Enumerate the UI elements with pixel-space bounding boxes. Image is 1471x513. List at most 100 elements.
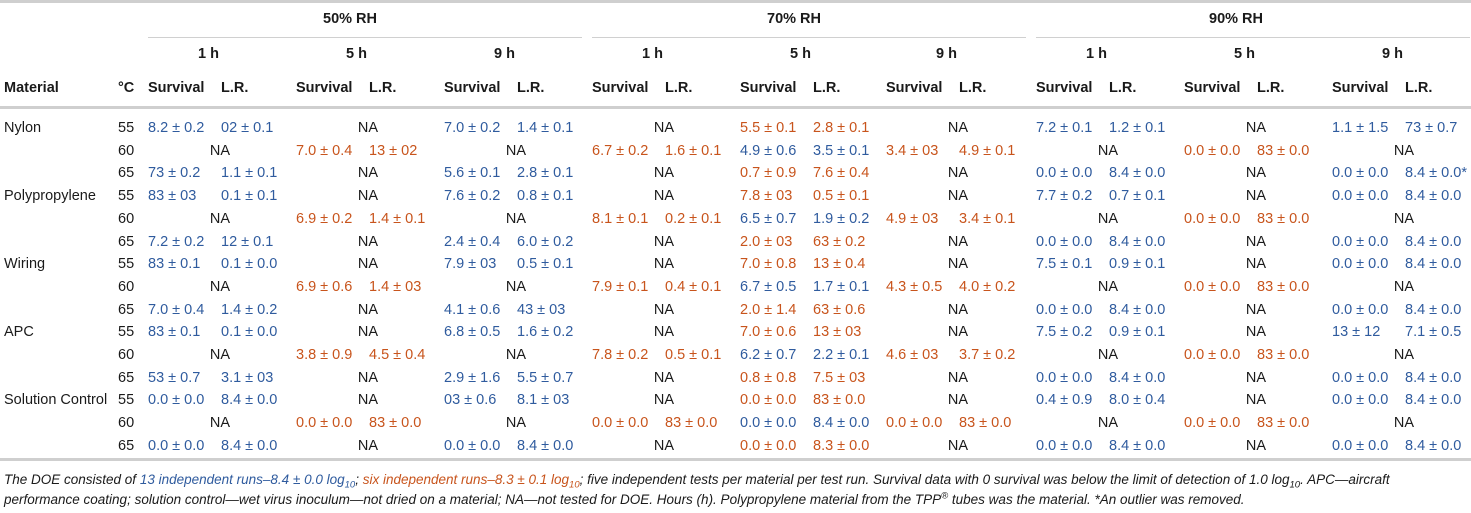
survival-value: 0.0 ± 0.0 xyxy=(740,392,797,409)
na-cell: NA xyxy=(357,301,379,318)
lr-value: 2.2 ± 0.1 xyxy=(813,347,870,363)
na-cell: NA xyxy=(653,165,675,182)
survival-value: 7.9 ± 0.1 xyxy=(592,278,649,295)
lr-value: 8.4 ± 0.0 xyxy=(1405,256,1462,273)
lr-value: 8.4 ± 0.0 xyxy=(221,437,278,454)
survival-value: 53 ± 0.7 xyxy=(148,369,201,386)
survival-value: 0.0 ± 0.0 xyxy=(1184,278,1241,295)
lr-value: 0.7 ± 0.1 xyxy=(1109,188,1166,205)
survival-value: 3.8 ± 0.9 xyxy=(296,347,353,363)
survival-header: Survival xyxy=(1184,80,1241,96)
survival-value: 3.4 ± 03 xyxy=(886,142,939,159)
na-cell: NA xyxy=(653,233,675,250)
na-cell: NA xyxy=(209,142,231,159)
na-cell: NA xyxy=(947,233,969,250)
material-label: Wiring xyxy=(4,256,46,273)
survival-header: Survival xyxy=(1036,80,1093,96)
survival-value: 0.0 ± 0.0 xyxy=(1332,188,1389,205)
lr-value: 63 ± 0.2 xyxy=(813,233,866,250)
survival-value: 0.0 ± 0.0 xyxy=(148,437,205,454)
rh-header-70: 70% RH xyxy=(767,11,821,27)
survival-value: 6.2 ± 0.7 xyxy=(740,347,797,363)
survival-value: 0.0 ± 0.0 xyxy=(1332,392,1389,409)
lr-value: 1.9 ± 0.2 xyxy=(813,210,870,227)
lr-header: L.R. xyxy=(221,80,249,96)
survival-value: 0.0 ± 0.0 xyxy=(1332,437,1389,454)
lr-value: 83 ± 0.0 xyxy=(1257,278,1310,295)
temperature-value: 55 xyxy=(118,392,135,409)
survival-value: 4.9 ± 03 xyxy=(886,210,939,227)
rh-underline-90 xyxy=(1036,37,1470,38)
survival-value: 7.0 ± 0.6 xyxy=(740,324,797,341)
temperature-header: °C xyxy=(118,80,135,96)
survival-value: 73 ± 0.2 xyxy=(148,165,201,182)
lr-value: 8.3 ± 0.0 xyxy=(813,437,870,454)
lr-value: 2.8 ± 0.1 xyxy=(517,165,574,182)
lr-value: 12 ± 0.1 xyxy=(221,233,274,250)
survival-value: 0.0 ± 0.0 xyxy=(1184,347,1241,363)
lr-value: 0.2 ± 0.1 xyxy=(665,210,722,227)
bottom-rule xyxy=(0,458,1471,461)
survival-header: Survival xyxy=(740,80,797,96)
survival-value: 0.0 ± 0.0 xyxy=(1332,256,1389,273)
lr-value: 1.2 ± 0.1 xyxy=(1109,120,1166,136)
survival-value: 7.0 ± 0.4 xyxy=(296,142,353,159)
survival-value: 6.9 ± 0.6 xyxy=(296,278,353,295)
survival-value: 8.2 ± 0.2 xyxy=(148,120,205,136)
lr-value: 8.4 ± 0.0 xyxy=(517,437,574,454)
survival-value: 0.0 ± 0.0 xyxy=(444,437,501,454)
temperature-value: 60 xyxy=(118,278,135,295)
header-rule xyxy=(0,106,1471,109)
survival-value: 4.3 ± 0.5 xyxy=(886,278,943,295)
lr-value: 0.9 ± 0.1 xyxy=(1109,324,1166,341)
lr-value: 0.5 ± 0.1 xyxy=(665,347,722,363)
survival-value: 8.1 ± 0.1 xyxy=(592,210,649,227)
survival-value: 7.0 ± 0.8 xyxy=(740,256,797,273)
lr-value: 83 ± 0.0 xyxy=(959,415,1012,432)
na-cell: NA xyxy=(357,392,379,409)
na-cell: NA xyxy=(209,278,231,295)
na-cell: NA xyxy=(1245,120,1267,136)
lr-value: 8.4 ± 0.0 xyxy=(1405,233,1462,250)
survival-value: 6.8 ± 0.5 xyxy=(444,324,501,341)
hour-header: 1 h xyxy=(1086,46,1107,62)
survival-value: 83 ± 0.1 xyxy=(148,324,201,341)
lr-value: 1.4 ± 03 xyxy=(369,278,422,295)
hour-header: 9 h xyxy=(936,46,957,62)
lr-value: 3.1 ± 03 xyxy=(221,369,274,386)
survival-value: 0.0 ± 0.0 xyxy=(1036,369,1093,386)
lr-value: 4.5 ± 0.4 xyxy=(369,347,426,363)
survival-header: Survival xyxy=(592,80,649,96)
temperature-value: 60 xyxy=(118,210,135,227)
footnote-text: The DOE consisted of xyxy=(4,472,140,487)
temperature-value: 65 xyxy=(118,301,135,318)
lr-value: 0.5 ± 0.1 xyxy=(517,256,574,273)
survival-value: 0.0 ± 0.0 xyxy=(1332,369,1389,386)
lr-value: 0.4 ± 0.1 xyxy=(665,278,722,295)
hour-header: 5 h xyxy=(346,46,367,62)
footnote: The DOE consisted of 13 independent runs… xyxy=(4,472,1390,507)
na-cell: NA xyxy=(1245,233,1267,250)
rh-underline-70 xyxy=(592,37,1026,38)
survival-value: 0.8 ± 0.8 xyxy=(740,369,797,386)
lr-value: 5.5 ± 0.7 xyxy=(517,369,574,386)
lr-value: 83 ± 0.0 xyxy=(369,415,422,432)
survival-value: 2.9 ± 1.6 xyxy=(444,369,501,386)
lr-value: 73 ± 0.7 xyxy=(1405,120,1458,136)
survival-header: Survival xyxy=(1332,80,1389,96)
survival-value: 2.4 ± 0.4 xyxy=(444,233,501,250)
lr-value: 8.4 ± 0.0 xyxy=(1109,437,1166,454)
na-cell: NA xyxy=(1245,369,1267,386)
survival-value: 7.8 ± 0.2 xyxy=(592,347,649,363)
survival-value: 0.7 ± 0.9 xyxy=(740,165,797,182)
survival-header: Survival xyxy=(886,80,943,96)
na-cell: NA xyxy=(357,188,379,205)
survival-value: 0.0 ± 0.0 xyxy=(1184,142,1241,159)
lr-value: 8.0 ± 0.4 xyxy=(1109,392,1166,409)
temperature-value: 60 xyxy=(118,347,135,363)
lr-value: 6.0 ± 0.2 xyxy=(517,233,574,250)
survival-value: 0.0 ± 0.0 xyxy=(1184,210,1241,227)
na-cell: NA xyxy=(947,437,969,454)
na-cell: NA xyxy=(653,188,675,205)
lr-header: L.R. xyxy=(959,80,987,96)
